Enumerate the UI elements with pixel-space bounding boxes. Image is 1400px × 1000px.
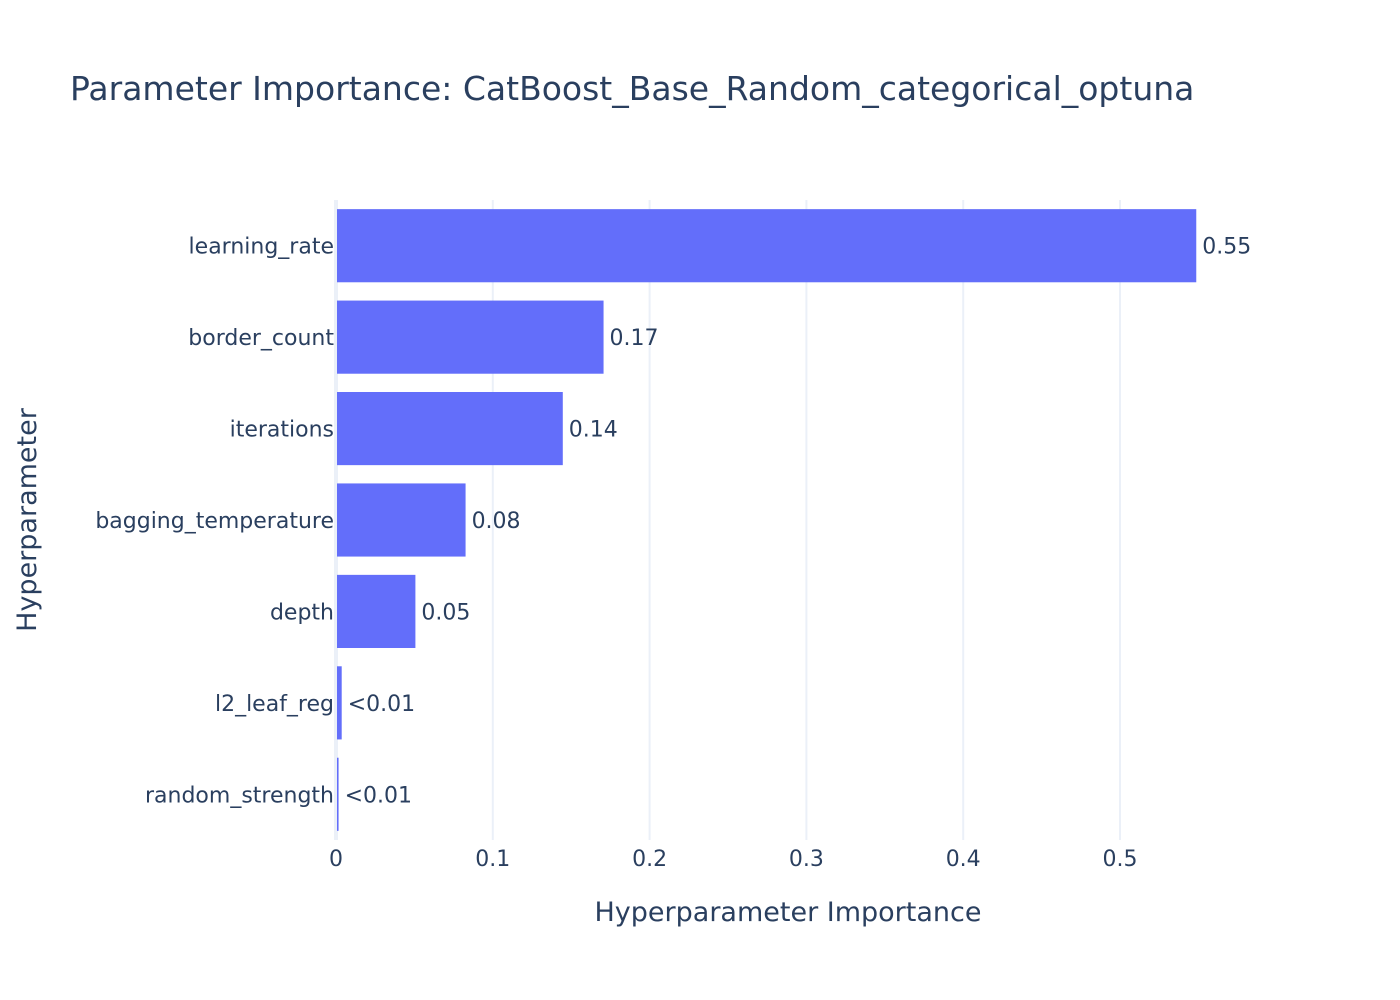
y-tick-label: depth bbox=[270, 600, 334, 625]
y-tick-label: bagging_temperature bbox=[95, 509, 334, 534]
bar-l2_leaf_reg bbox=[337, 666, 342, 740]
x-tick-label: 0.4 bbox=[946, 847, 981, 872]
x-tick-label: 0 bbox=[329, 847, 343, 872]
x-tick-label: 0.2 bbox=[632, 847, 667, 872]
x-axis-ticks: 0 0.1 0.2 0.3 0.4 0.5 bbox=[329, 847, 1138, 872]
y-axis-ticks: learning_rate border_count iterations baggi… bbox=[95, 235, 334, 809]
y-tick-label: learning_rate bbox=[189, 235, 334, 260]
x-axis-title: Hyperparameter Importance bbox=[595, 897, 982, 928]
y-tick-label: l2_leaf_reg bbox=[215, 692, 334, 717]
y-tick-label: random_strength bbox=[145, 783, 334, 808]
bar-random_strength bbox=[337, 757, 339, 831]
gridlines bbox=[334, 200, 1121, 840]
data-label-iterations: 0.14 bbox=[569, 418, 618, 443]
bars bbox=[337, 209, 1197, 831]
y-tick-label: border_count bbox=[188, 326, 334, 351]
data-label-l2_leaf_reg: <0.01 bbox=[348, 692, 415, 717]
data-label-random_strength: <0.01 bbox=[345, 783, 412, 808]
y-axis-title: Hyperparameter bbox=[12, 407, 43, 632]
bar-bagging_temperature bbox=[337, 483, 466, 557]
chart-title: Parameter Importance: CatBoost_Base_Rand… bbox=[70, 69, 1194, 108]
data-label-learning_rate: 0.55 bbox=[1202, 235, 1251, 260]
y-tick-label: iterations bbox=[230, 418, 334, 443]
data-label-depth: 0.05 bbox=[421, 600, 470, 625]
data-label-bagging_temperature: 0.08 bbox=[472, 509, 521, 534]
bar-border_count bbox=[337, 300, 604, 374]
bar-depth bbox=[337, 574, 416, 648]
bar-learning_rate bbox=[337, 209, 1197, 283]
x-tick-label: 0.3 bbox=[789, 847, 824, 872]
x-tick-label: 0.1 bbox=[475, 847, 510, 872]
x-tick-label: 0.5 bbox=[1103, 847, 1138, 872]
data-label-border_count: 0.17 bbox=[610, 326, 659, 351]
bar-iterations bbox=[337, 392, 563, 466]
data-labels: 0.55 0.17 0.14 0.08 0.05 <0.01 <0.01 bbox=[345, 235, 1252, 809]
